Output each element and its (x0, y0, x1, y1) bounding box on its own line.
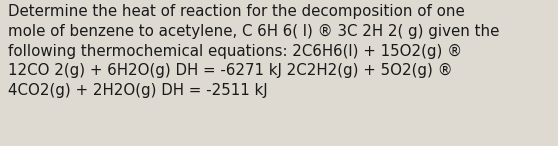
Text: Determine the heat of reaction for the decomposition of one
mole of benzene to a: Determine the heat of reaction for the d… (8, 4, 500, 98)
